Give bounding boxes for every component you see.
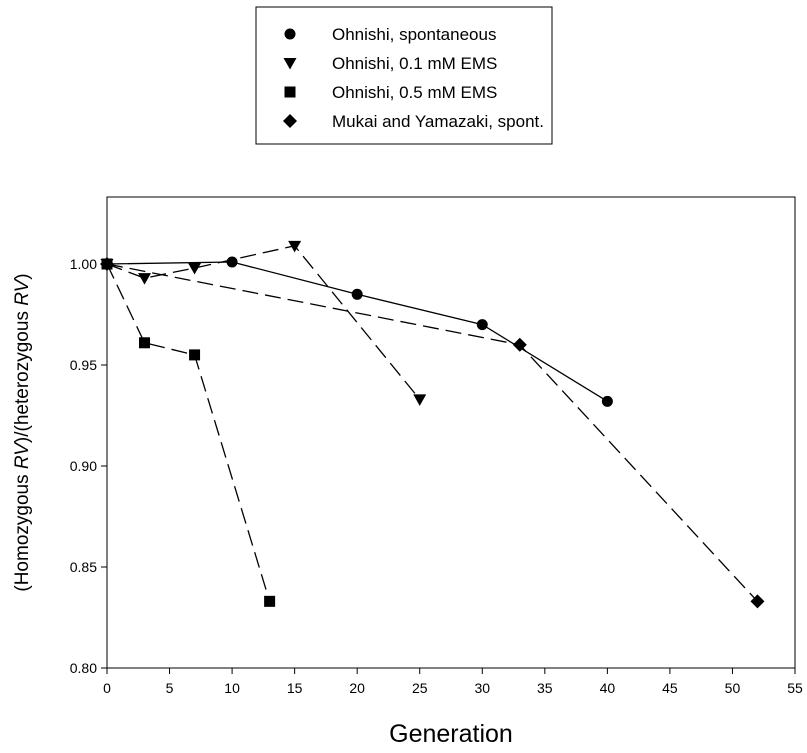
data-point [288, 240, 302, 253]
series-2 [100, 240, 427, 406]
data-point [476, 319, 488, 331]
data-point [138, 273, 152, 285]
data-point [264, 595, 276, 607]
data-point [351, 288, 363, 300]
legend: Ohnishi, spontaneous Ohnishi, 0.1 mM EMS O… [255, 6, 553, 145]
data-point [189, 349, 201, 361]
x-tick-label: 45 [662, 680, 678, 696]
legend-label: Mukai and Yamazaki, spont. [332, 112, 544, 131]
legend-marker [284, 86, 296, 98]
y-axis-label-part: ) [12, 273, 33, 279]
x-tick-label: 40 [600, 680, 616, 696]
series-layer [100, 240, 765, 609]
data-point [750, 594, 765, 609]
x-tick-label: 10 [224, 680, 240, 696]
series-1 [101, 256, 613, 407]
x-axis-label: Generation [389, 720, 513, 748]
plot-frame [106, 196, 796, 669]
data-point [512, 337, 527, 352]
series-line [106, 261, 608, 402]
data-point [413, 394, 427, 406]
legend-label: Ohnishi, spontaneous [332, 25, 496, 44]
series-line [106, 263, 271, 602]
x-tick-label: 30 [474, 680, 490, 696]
y-tick-label: 1.00 [70, 256, 97, 272]
legend-marker [284, 28, 296, 40]
x-tick-label: 20 [349, 680, 365, 696]
legend-marker [283, 114, 297, 128]
x-tick-label: 5 [166, 680, 174, 696]
x-tick-label: 55 [787, 680, 803, 696]
x-tick-label: 25 [412, 680, 428, 696]
y-axis-label-part: (Homozygous [12, 469, 33, 592]
y-axis-label: (Homozygous RV)/(heterozygous RV) [12, 273, 33, 591]
y-axis-label-part: )/(heterozygous [12, 306, 33, 443]
series-line [106, 245, 421, 400]
legend-box [255, 6, 553, 145]
legend-marker [283, 58, 297, 70]
data-point [188, 263, 202, 275]
data-point [139, 337, 151, 349]
x-axis: 0 5 10 15 20 25 30 35 40 45 50 55 [103, 668, 803, 696]
y-axis-label-part: RV [12, 277, 33, 305]
y-axis-label-part: RV [12, 441, 33, 469]
series-3 [101, 258, 276, 607]
y-tick-label: 0.80 [70, 660, 97, 676]
x-tick-label: 35 [537, 680, 553, 696]
y-tick-label: 0.85 [70, 559, 97, 575]
series-4 [100, 257, 765, 609]
x-tick-label: 0 [103, 680, 111, 696]
data-point [601, 395, 613, 407]
legend-label: Ohnishi, 0.1 mM EMS [332, 54, 497, 73]
series-line [106, 263, 758, 602]
x-tick-label: 50 [725, 680, 741, 696]
y-tick-label: 0.95 [70, 357, 97, 373]
data-point [226, 256, 238, 268]
y-tick-label: 0.90 [70, 458, 97, 474]
x-tick-label: 15 [287, 680, 303, 696]
y-axis: 0.80 0.85 0.90 0.95 1.00 [70, 256, 107, 676]
legend-label: Ohnishi, 0.5 mM EMS [332, 83, 497, 102]
